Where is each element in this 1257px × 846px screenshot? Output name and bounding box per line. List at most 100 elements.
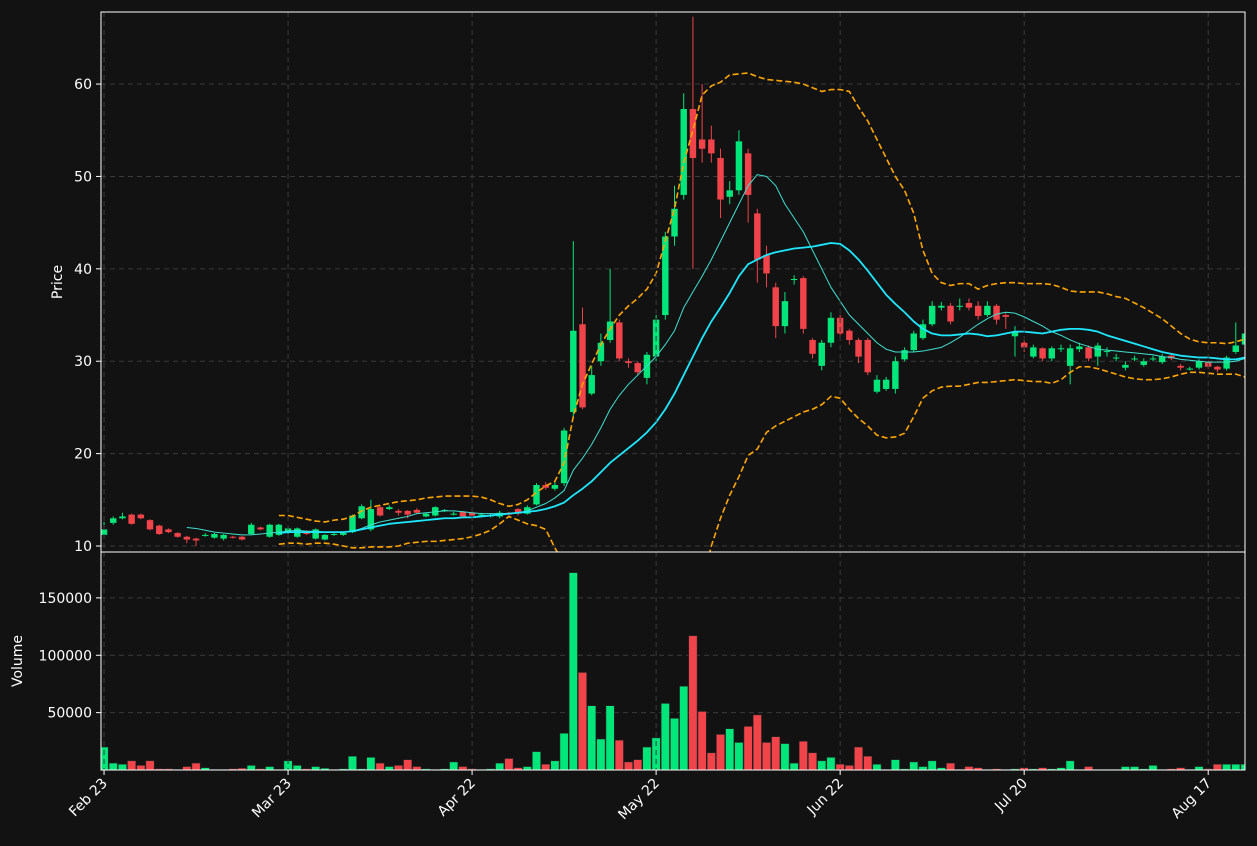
candle-body — [818, 342, 825, 366]
volume-bar — [596, 738, 606, 770]
candle-body — [119, 516, 126, 519]
candle-body — [809, 339, 816, 354]
volume-bar — [1084, 766, 1093, 770]
candle-body — [128, 514, 135, 524]
volume-bar — [486, 768, 495, 770]
volume-bar — [449, 761, 459, 770]
y-tick-label: 30 — [74, 354, 92, 370]
candle-body — [1195, 361, 1203, 368]
volume-bar — [964, 766, 974, 770]
candle-body — [597, 342, 605, 362]
volume-bar — [357, 768, 367, 770]
volume-bar — [302, 768, 311, 770]
candle-body — [616, 322, 623, 359]
candle-body — [689, 109, 697, 158]
volume-bar — [642, 746, 652, 770]
volume-bar — [246, 765, 256, 770]
volume-bar — [154, 768, 164, 770]
volume-bar — [458, 766, 468, 770]
candle-body — [468, 512, 476, 516]
volume-bar — [265, 766, 275, 770]
candle-body — [1048, 348, 1055, 359]
volume-bar — [1010, 768, 1020, 770]
volume-bar — [118, 764, 127, 770]
candle-body — [735, 141, 743, 191]
candle-body — [551, 485, 559, 489]
candle-body — [340, 533, 347, 535]
volume-bar — [1130, 766, 1139, 770]
volume-bar — [1148, 765, 1158, 770]
volume-bar — [1065, 760, 1075, 770]
candle-body — [404, 510, 411, 515]
candle-body — [855, 339, 862, 357]
y-tick-label: 100000 — [39, 648, 92, 664]
candle-body — [248, 524, 255, 534]
volume-bar — [182, 766, 192, 770]
candle-body — [376, 507, 384, 516]
candle-body — [928, 305, 936, 325]
volume-bar — [108, 762, 118, 770]
volume-bar — [771, 736, 781, 770]
candle-body — [358, 506, 365, 519]
volume-bar — [872, 764, 882, 770]
volume-bar — [844, 765, 854, 770]
volume-bar — [863, 755, 873, 770]
volume-bar — [743, 726, 753, 770]
candle-body — [478, 514, 485, 516]
volume-bar — [697, 711, 707, 770]
volume-panel — [101, 552, 1245, 770]
volume-bar — [145, 760, 155, 770]
volume-bar — [670, 718, 679, 770]
y-tick-label: 20 — [74, 447, 92, 463]
volume-bar — [504, 758, 514, 770]
candle-body — [772, 287, 779, 327]
volume-bar — [1139, 768, 1149, 770]
candle-body — [1066, 348, 1074, 366]
volume-bar — [292, 765, 302, 770]
candle-body — [183, 536, 191, 540]
volume-bar — [808, 752, 817, 770]
candle-body — [542, 485, 549, 488]
candle-body — [984, 305, 991, 316]
candle-body — [395, 510, 402, 513]
candle-body — [754, 213, 761, 260]
candle-body — [266, 524, 273, 537]
candle-body — [1112, 357, 1120, 359]
candle-body — [330, 533, 338, 535]
candle-body — [763, 254, 770, 274]
candle-body — [1076, 346, 1083, 350]
candle-body — [1177, 365, 1184, 368]
candle-body — [1030, 347, 1037, 357]
volume-bar — [256, 768, 265, 770]
candle-body — [800, 278, 807, 329]
candle-body — [579, 324, 586, 408]
volume-bar — [228, 768, 238, 770]
volume-bar — [578, 672, 587, 770]
volume-bar — [706, 752, 716, 770]
volume-bar — [1028, 768, 1038, 770]
candle-body — [698, 139, 706, 149]
candle-body — [846, 330, 853, 340]
candle-body — [312, 529, 319, 539]
volume-bar — [900, 768, 909, 770]
candle-body — [726, 190, 733, 197]
volume-bar — [918, 766, 928, 770]
candle-body — [606, 321, 614, 340]
candle-body — [321, 534, 329, 540]
y-tick-label: 50000 — [47, 706, 92, 722]
y-tick-label: 60 — [74, 77, 92, 93]
candle-body — [450, 513, 457, 515]
candle-body — [1094, 345, 1101, 357]
candle-body — [514, 509, 522, 514]
candle-body — [708, 139, 715, 154]
volume-bar — [191, 762, 201, 770]
candle-body — [1158, 356, 1166, 363]
candle-body — [744, 153, 752, 195]
volume-bar — [522, 766, 532, 770]
candle-body — [974, 305, 982, 316]
indicator-line — [278, 72, 1245, 523]
candle-body — [275, 524, 283, 535]
candle-body — [790, 278, 798, 280]
volume-bar — [127, 760, 137, 770]
